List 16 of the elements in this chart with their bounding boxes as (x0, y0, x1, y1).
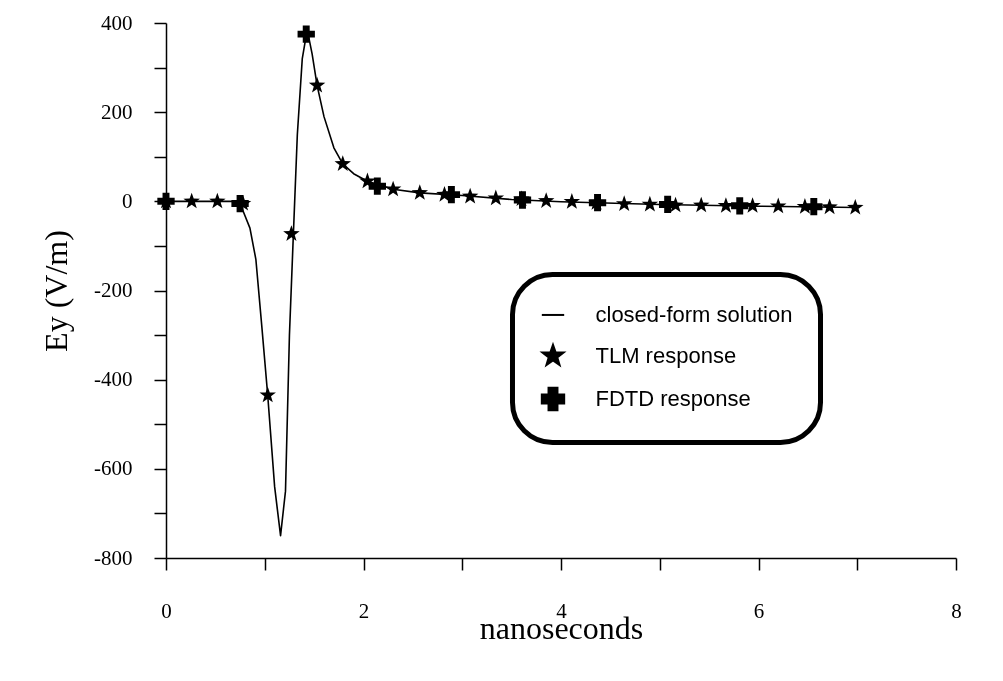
legend-label: TLM response (595, 342, 737, 368)
x-tick-label: 0 (161, 598, 172, 623)
x-tick-label: 6 (753, 598, 765, 623)
legend-label: closed-form solution (595, 301, 793, 327)
y-tick-label: -200 (94, 278, 133, 302)
y-tick-label: 200 (101, 99, 133, 124)
y-tick-label: -600 (94, 456, 133, 481)
y-tick-label: 0 (122, 188, 133, 213)
y-tick-label: -400 (94, 367, 133, 392)
y-axis-title: Ey (V/m) (38, 230, 75, 352)
legend-label: FDTD response (595, 385, 751, 411)
x-tick-label: 8 (951, 598, 962, 623)
y-tick-label: -800 (94, 545, 133, 570)
y-tick-label: 400 (101, 10, 133, 35)
x-tick-label: 2 (358, 598, 370, 623)
x-tick-label: 4 (556, 598, 568, 623)
